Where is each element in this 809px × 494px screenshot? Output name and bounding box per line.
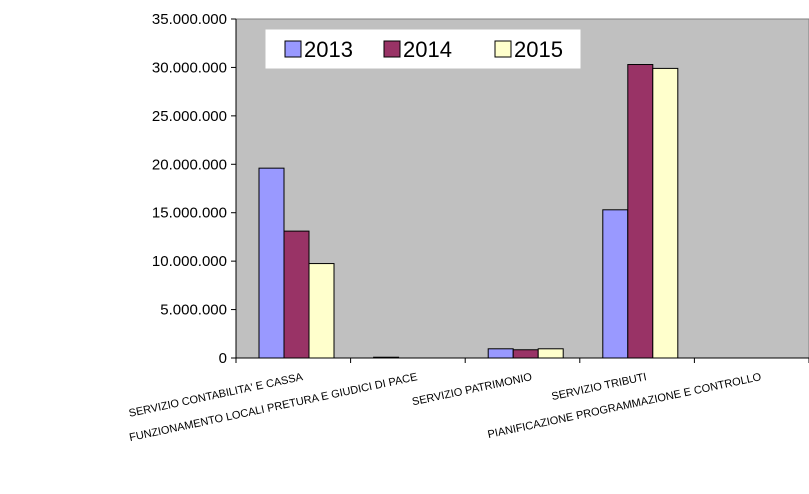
bar-2014: [627, 64, 654, 359]
bar-2013: [602, 209, 629, 359]
legend-box: [265, 29, 581, 69]
y-tick-label: 25.000.000: [152, 108, 227, 125]
bar-2013: [258, 167, 285, 359]
legend: 2013 2014 2015: [265, 29, 581, 69]
bar-2014: [512, 349, 539, 359]
category-label: SERVIZIO PATRIMONIO: [411, 371, 533, 408]
bars: [258, 64, 679, 359]
bar-2014: [283, 230, 310, 359]
x-axis: [235, 357, 809, 363]
y-tick-label: 20.000.000: [152, 156, 227, 173]
legend-swatch-2015: [494, 40, 512, 58]
bar-2015: [537, 348, 564, 359]
legend-swatch-2013: [284, 40, 302, 58]
y-tick-label: 5.000.000: [160, 302, 227, 319]
y-tick-label: 0: [219, 350, 227, 367]
bar-2013: [373, 356, 400, 359]
y-tick-label: 35.000.000: [152, 11, 227, 28]
y-axis: 0 5.000.000 10.000.000 15.000.000 20.000.000…: [152, 11, 237, 367]
category-labels: SERVIZIO CONTABILITA' E CASSAFUNZIONAMEN…: [128, 371, 763, 444]
legend-swatch-2014: [383, 40, 401, 58]
legend-label-2014: 2014: [403, 37, 452, 62]
bar-2013: [487, 348, 514, 359]
bar-2015: [308, 263, 335, 359]
y-tick-label: 10.000.000: [152, 253, 227, 270]
legend-label-2015: 2015: [514, 37, 563, 62]
y-tick-label: 30.000.000: [152, 59, 227, 76]
bar-2015: [652, 67, 679, 359]
legend-label-2013: 2013: [304, 37, 353, 62]
y-tick-label: 15.000.000: [152, 205, 227, 222]
